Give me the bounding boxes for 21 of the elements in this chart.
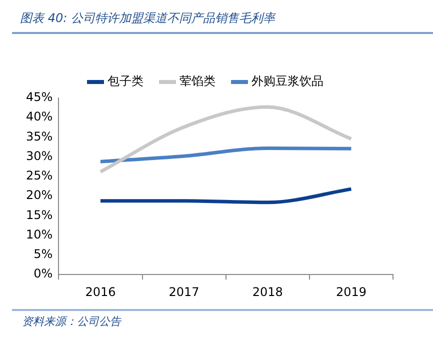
legend-label: 荤馅类 [180,74,216,88]
x-tick-label: 2018 [252,284,283,299]
text: 资料来源：公司公告 [22,314,121,329]
line-series [98,105,353,174]
y-tick-label: 40% [26,110,53,124]
x-tick-label: 2019 [336,284,366,299]
legend-label: 包子类 [108,74,144,88]
chart-title: 图表 40: 公司特许加盟渠道不同产品销售毛利率 [20,10,275,27]
y-tick-label: 20% [26,188,53,202]
y-tick-label: 25% [26,168,53,183]
x-tick-label: 2017 [168,284,200,299]
y-tick-label: 15% [26,208,53,222]
y-tick-label: 35% [26,129,53,144]
y-tick-label: 30% [26,148,53,163]
y-tick-label: 10% [26,227,53,242]
y-tick-label: 45% [26,90,53,104]
y-tick-label: 0% [34,266,53,281]
legend-label: 外购豆浆饮品 [252,74,324,88]
y-tick-label: 5% [34,247,53,262]
x-tick-label: 2016 [85,284,116,299]
line-series [98,146,353,164]
